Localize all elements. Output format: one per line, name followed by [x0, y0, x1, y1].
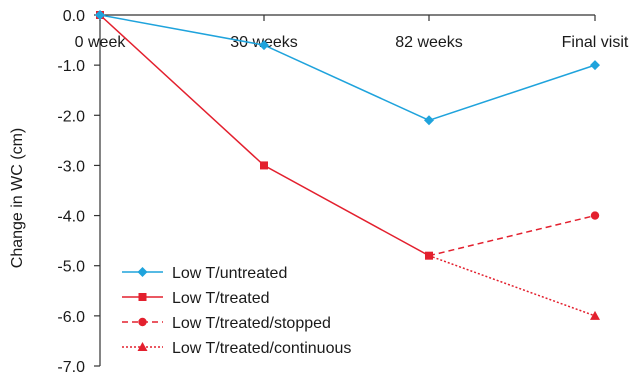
legend-item: Low T/untreated — [122, 265, 287, 282]
legend-marker — [137, 267, 148, 277]
y-tick-label: -4.0 — [57, 209, 85, 226]
legend-item: Low T/treated — [122, 290, 270, 307]
data-point — [590, 211, 600, 220]
data-point — [95, 10, 105, 20]
y-tick-label: -5.0 — [57, 259, 85, 276]
x-tick-label: 0 week — [75, 34, 127, 51]
y-axis-title: Change in WC (cm) — [9, 128, 26, 268]
legend-label: Low T/treated/stopped — [172, 315, 331, 332]
series-layer — [95, 10, 600, 320]
series-line — [428, 254, 596, 317]
data-point — [259, 40, 269, 51]
y-tick-label: -7.0 — [57, 359, 85, 376]
series-line — [99, 14, 430, 257]
data-point — [260, 161, 268, 170]
data-point — [424, 115, 434, 126]
data-point — [590, 310, 600, 320]
y-tick-label: -6.0 — [57, 309, 85, 326]
x-tick-label: 82 weeks — [395, 34, 463, 51]
y-tick-label: 0.0 — [63, 8, 85, 25]
legend-label: Low T/untreated — [172, 265, 287, 282]
legend-marker — [138, 293, 147, 301]
legend-marker — [137, 342, 148, 351]
axes: 0 week 30 weeks 82 weeks Final visit0.0-1.0… — [57, 8, 628, 376]
legend-marker — [138, 317, 147, 327]
legend-item: Low T/treated/continuous — [122, 340, 351, 357]
y-tick-label: -3.0 — [57, 158, 85, 175]
y-tick-label: -1.0 — [57, 58, 85, 75]
series-line — [99, 14, 596, 122]
data-point — [590, 60, 600, 71]
legend: Low T/untreated Low T/treated Low T/treate… — [122, 265, 351, 357]
y-tick-label: -2.0 — [57, 108, 85, 125]
legend-item: Low T/treated/stopped — [122, 315, 331, 332]
legend-label: Low T/treated/continuous — [172, 340, 351, 357]
series-low-t-treated-continuous — [428, 254, 600, 320]
x-tick-label: Final visit — [562, 34, 629, 51]
series-line — [428, 214, 596, 257]
legend-label: Low T/treated — [172, 290, 270, 307]
series-low-t-treated-stopped — [428, 211, 600, 257]
series-low-t-untreated — [95, 10, 600, 126]
